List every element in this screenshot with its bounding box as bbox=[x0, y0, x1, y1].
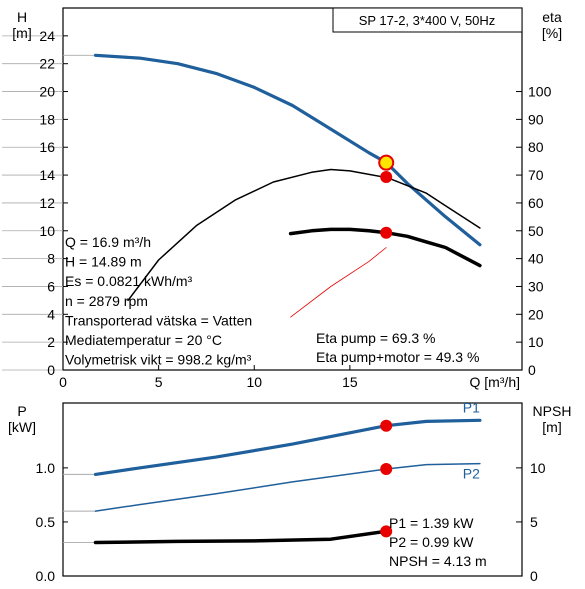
chart-title-box bbox=[332, 7, 523, 33]
p2-series-label: P2 bbox=[463, 466, 480, 482]
h-axis-tick-label: 16 bbox=[39, 139, 55, 155]
eta-total-curve bbox=[288, 227, 482, 268]
power-info-line: NPSH = 4.13 m bbox=[389, 553, 487, 569]
eta-pump-point bbox=[380, 171, 393, 184]
p1-series-label: P1 bbox=[463, 399, 480, 415]
power-axis-tick-label: 0.5 bbox=[36, 514, 56, 530]
chart-title: SP 17-2, 3*400 V, 50Hz bbox=[359, 13, 496, 28]
duty-info-line: Volymetrisk vikt = 998.2 kg/m³ bbox=[65, 352, 252, 368]
h-axis-label: H bbox=[17, 9, 27, 25]
q-axis-tick-label: 0 bbox=[59, 374, 67, 390]
h-axis-tick-label: 2 bbox=[47, 334, 55, 350]
power-info-line: P2 = 0.99 kW bbox=[389, 534, 474, 550]
power-axis-tick-label: 0.0 bbox=[36, 568, 56, 584]
npsh-axis-label: NPSH bbox=[533, 403, 572, 419]
power-axis-tick-label: 1.0 bbox=[36, 460, 56, 476]
duty-info-line: Es = 0.0821 kWh/m³ bbox=[65, 273, 193, 289]
h-axis-tick-label: 8 bbox=[47, 251, 55, 267]
h-axis-unit: [m] bbox=[12, 25, 31, 41]
power-info-line: P1 = 1.39 kW bbox=[389, 515, 474, 531]
npsh-axis-tick-label: 5 bbox=[530, 514, 538, 530]
npsh-curve bbox=[93, 529, 388, 545]
eta-axis-tick-label: 100 bbox=[528, 84, 552, 100]
npsh-axis-tick-label: 10 bbox=[530, 460, 546, 476]
h-axis-tick-label: 4 bbox=[47, 306, 55, 322]
p1-curve bbox=[93, 418, 482, 476]
duty-info-line: Mediatemperatur = 20 °C bbox=[65, 332, 222, 348]
npsh-axis-unit: [m] bbox=[542, 419, 561, 435]
p2-point bbox=[380, 462, 393, 475]
h-axis-tick-label: 0 bbox=[47, 362, 55, 378]
eta-axis-tick-label: 40 bbox=[528, 251, 544, 267]
eta-axis-tick-label: 30 bbox=[528, 278, 544, 294]
eta-axis-tick-label: 90 bbox=[528, 111, 544, 127]
q-axis-tick-label: 15 bbox=[342, 374, 358, 390]
eta-axis-tick-label: 0 bbox=[528, 362, 536, 378]
duty-info-line: Q = 16.9 m³/h bbox=[65, 234, 151, 250]
h-axis-tick-label: 22 bbox=[39, 56, 55, 72]
npsh-axis-tick-label: 0 bbox=[530, 568, 538, 584]
q-axis-tick-label: 10 bbox=[246, 374, 262, 390]
h-axis-tick-label: 10 bbox=[39, 223, 55, 239]
duty-info-line: n = 2879 rpm bbox=[65, 293, 148, 309]
q-axis-label: Q [m³/h] bbox=[469, 374, 520, 390]
eta-axis-unit: [%] bbox=[542, 25, 562, 41]
power-axis-unit: [kW] bbox=[8, 419, 36, 435]
eta-red-line bbox=[290, 247, 387, 318]
top-plot-frame bbox=[62, 7, 523, 371]
eta-total-point bbox=[380, 226, 393, 239]
duty-info-line: H = 14.89 m bbox=[65, 254, 142, 270]
efficiency-info-line: Eta pump+motor = 49.3 % bbox=[316, 349, 479, 365]
npsh-point bbox=[380, 525, 393, 538]
eta-axis-tick-label: 50 bbox=[528, 223, 544, 239]
h-axis-tick-label: 24 bbox=[39, 28, 55, 44]
eta-axis-tick-label: 70 bbox=[528, 167, 544, 183]
eta-axis-tick-label: 20 bbox=[528, 306, 544, 322]
efficiency-info-line: Eta pump = 69.3 % bbox=[316, 330, 435, 346]
eta-axis-tick-label: 10 bbox=[528, 334, 544, 350]
h-axis-tick-label: 14 bbox=[39, 167, 55, 183]
eta-axis-tick-label: 80 bbox=[528, 139, 544, 155]
bottom-plot-frame bbox=[62, 402, 523, 577]
eta-axis-tick-label: 60 bbox=[528, 195, 544, 211]
duty-info-line: Transporterad vätska = Vatten bbox=[65, 312, 252, 328]
p2-curve bbox=[94, 462, 481, 512]
h-axis-tick-label: 20 bbox=[39, 84, 55, 100]
head-curve bbox=[93, 53, 482, 247]
h-axis-tick-label: 18 bbox=[39, 111, 55, 127]
power-axis-label: P bbox=[17, 403, 26, 419]
q-axis-tick-label: 5 bbox=[155, 374, 163, 390]
h-axis-tick-label: 6 bbox=[47, 278, 55, 294]
eta-pump-curve bbox=[127, 168, 481, 302]
h-axis-tick-label: 12 bbox=[39, 195, 55, 211]
eta-axis-label: eta bbox=[542, 9, 562, 25]
p1-point bbox=[380, 419, 393, 432]
operating-point-marker bbox=[378, 154, 395, 171]
